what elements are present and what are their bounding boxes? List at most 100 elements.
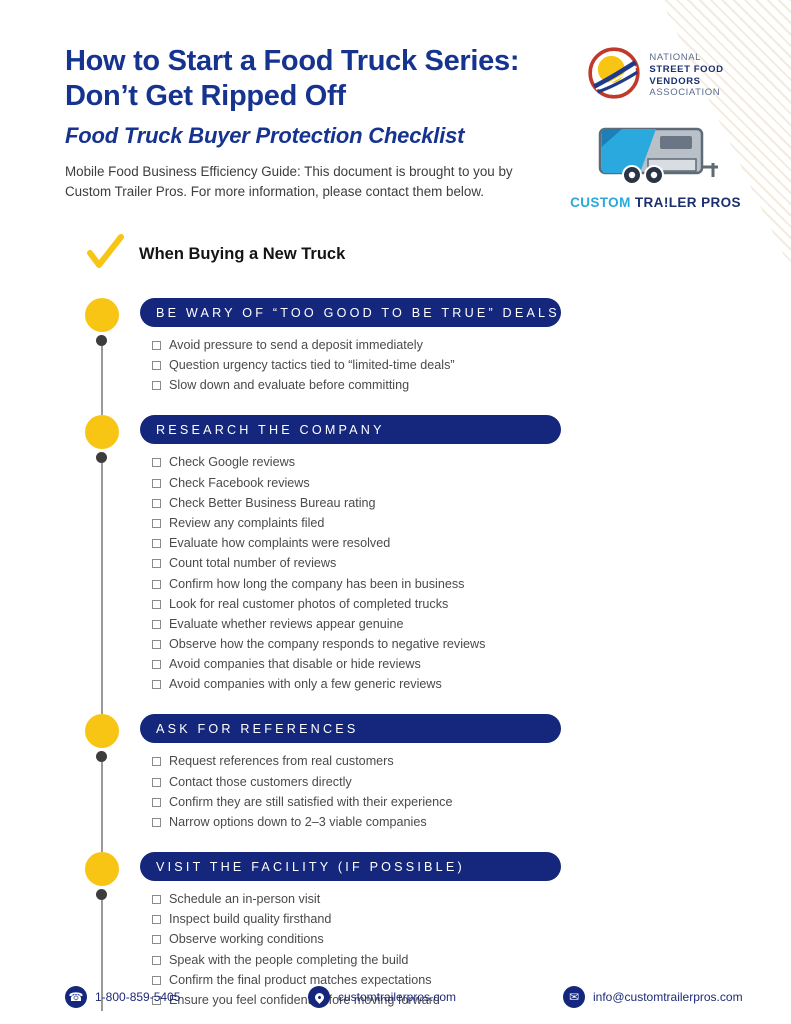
checklist-item: Request references from real customers: [152, 755, 791, 768]
checkbox-icon: [152, 599, 161, 609]
association-logo: NATIONAL STREET FOOD VENDORS ASSOCIATION: [587, 46, 723, 105]
checkbox-icon: [152, 995, 161, 1005]
timeline-line: [101, 900, 103, 1011]
timeline-rail: [65, 714, 140, 852]
checkbox-icon: [152, 559, 161, 569]
timeline-dot: [96, 751, 107, 763]
section-items: Avoid pressure to send a deposit immedia…: [152, 339, 791, 402]
checkbox-icon: [152, 539, 161, 549]
timeline-dot: [96, 335, 107, 346]
checklist-item: Contact those customers directly: [152, 774, 791, 789]
section-header-pill: ASK FOR REFERENCES: [140, 714, 561, 744]
checklist-item: Narrow options down to 2–3 viable compan…: [152, 816, 791, 829]
phone-label: 1-800-859-5405: [95, 990, 181, 1004]
checklist-item: Speak with the people completing the bui…: [152, 953, 791, 967]
checklist-item-label: Check Google reviews: [169, 455, 295, 470]
checkbox-icon: [152, 955, 161, 965]
checkbox-icon: [152, 579, 161, 589]
checklist-item-label: Ensure you feel confident before moving …: [169, 992, 440, 1007]
footer-email[interactable]: ✉ info@customtrailerpros.com: [563, 986, 743, 1008]
checklist-item: Check Better Business Bureau rating: [152, 495, 791, 510]
custom-trailer-pros-logo: CUSTOM TRA!LER PROS: [570, 121, 741, 210]
section-items: Schedule an in-person visit Inspect buil…: [152, 893, 791, 1017]
checklist-item-label: Evaluate how complaints were resolved: [169, 536, 391, 551]
checklist-item: Confirm they are still satisfied with th…: [152, 795, 791, 809]
checklist-item-label: Narrow options down to 2–3 viable compan…: [169, 815, 427, 829]
association-logo-text: NATIONAL STREET FOOD VENDORS ASSOCIATION: [649, 52, 723, 100]
checklist-item-label: Request references from real customers: [169, 754, 394, 769]
timeline-circle: [85, 298, 119, 332]
check-icon: [85, 234, 125, 275]
checklist-item-label: Review any complaints filed: [169, 515, 325, 530]
website-label: customtrailerpros.com: [338, 990, 457, 1004]
section-items: Check Google reviews Check Facebook revi…: [152, 456, 791, 701]
checkbox-icon: [152, 757, 161, 767]
checkbox-icon: [152, 818, 161, 827]
checklist-item: Confirm the final product matches expect…: [152, 972, 791, 987]
checklist-item-label: Question urgency tactics tied to “limite…: [169, 358, 455, 373]
checklist-item: Look for real customer photos of complet…: [152, 597, 791, 611]
checkbox-icon: [152, 640, 161, 650]
checkbox-icon: [152, 361, 161, 371]
checklist-section: RESEARCH THE COMPANY Check Google review…: [65, 415, 791, 715]
checklist-item-label: Inspect build quality firsthand: [169, 912, 332, 927]
checklist-item-label: Avoid pressure to send a deposit immedia…: [169, 338, 423, 352]
checklist-item-label: Contact those customers directly: [169, 774, 352, 789]
email-label: info@customtrailerpros.com: [593, 990, 743, 1004]
checklist-item-label: Observe working conditions: [169, 932, 324, 947]
ctp-word1: CUSTOM: [570, 195, 631, 210]
timeline-dot: [96, 452, 107, 464]
checkbox-icon: [152, 478, 161, 488]
checklist-item: Inspect build quality firsthand: [152, 913, 791, 926]
association-logo-icon: [587, 46, 641, 105]
association-line3: VENDORS: [649, 75, 701, 87]
checklist-item: Review any complaints filed: [152, 515, 791, 530]
timeline-rail: [65, 415, 140, 715]
checklist-item: Avoid companies that disable or hide rev…: [152, 658, 791, 671]
checklist-item-label: Confirm the final product matches expect…: [169, 972, 432, 987]
checkbox-icon: [152, 498, 161, 508]
checklist-item-label: Check Better Business Bureau rating: [169, 495, 376, 510]
checkbox-icon: [152, 660, 161, 670]
timeline-line: [101, 762, 103, 852]
header: How to Start a Food Truck Series: Don’t …: [0, 0, 791, 210]
section-header-pill: BE WARY OF “TOO GOOD TO BE TRUE” DEALS: [140, 298, 561, 327]
checklist-item: Slow down and evaluate before committing: [152, 379, 791, 392]
checklist-section: BE WARY OF “TOO GOOD TO BE TRUE” DEALS A…: [65, 298, 791, 416]
checklist-item: Avoid pressure to send a deposit immedia…: [152, 339, 791, 352]
section-items: Request references from real customers C…: [152, 755, 791, 839]
checklist-item-label: Confirm how long the company has been in…: [169, 576, 465, 591]
checklist-item: Confirm how long the company has been in…: [152, 576, 791, 591]
section-header-label: BE WARY OF “TOO GOOD TO BE TRUE” DEALS: [156, 305, 560, 320]
checklist-item-label: Count total number of reviews: [169, 556, 337, 571]
checkbox-icon: [152, 797, 161, 807]
section-content: VISIT THE FACILITY (IF POSSIBLE) Schedul…: [140, 852, 791, 1017]
checkbox-icon: [152, 777, 161, 787]
checkbox-icon: [152, 518, 161, 528]
checklist-item: Evaluate how complaints were resolved: [152, 537, 791, 550]
title-block: How to Start a Food Truck Series: Don’t …: [65, 44, 568, 210]
checklist-item: Schedule an in-person visit: [152, 893, 791, 906]
group-heading: When Buying a New Truck: [85, 234, 791, 275]
timeline-line: [101, 463, 103, 715]
timeline-circle: [85, 714, 119, 749]
page-title-line2: Don’t Get Ripped Off: [65, 79, 346, 112]
checkbox-icon: [152, 341, 161, 350]
footer-website[interactable]: customtrailerpros.com: [308, 986, 456, 1008]
checklist-item: Count total number of reviews: [152, 557, 791, 570]
section-content: ASK FOR REFERENCES Request references fr…: [140, 714, 791, 839]
checkbox-icon: [152, 975, 161, 985]
checklist-item: Check Google reviews: [152, 456, 791, 469]
association-line2: STREET FOOD: [649, 63, 724, 75]
timeline-line: [101, 346, 103, 416]
checklist-item: Evaluate whether reviews appear genuine: [152, 617, 791, 631]
footer-phone[interactable]: ☎ 1-800-859-5405: [65, 986, 180, 1008]
section-header-label: ASK FOR REFERENCES: [156, 721, 359, 736]
checkbox-icon: [152, 935, 161, 945]
checklist-item-label: Avoid companies with only a few generic …: [169, 677, 442, 692]
checklist-item: Observe working conditions: [152, 933, 791, 946]
location-pin-icon: [308, 986, 330, 1008]
checklist-item-label: Schedule an in-person visit: [169, 892, 321, 906]
group-heading-label: When Buying a New Truck: [139, 245, 346, 263]
